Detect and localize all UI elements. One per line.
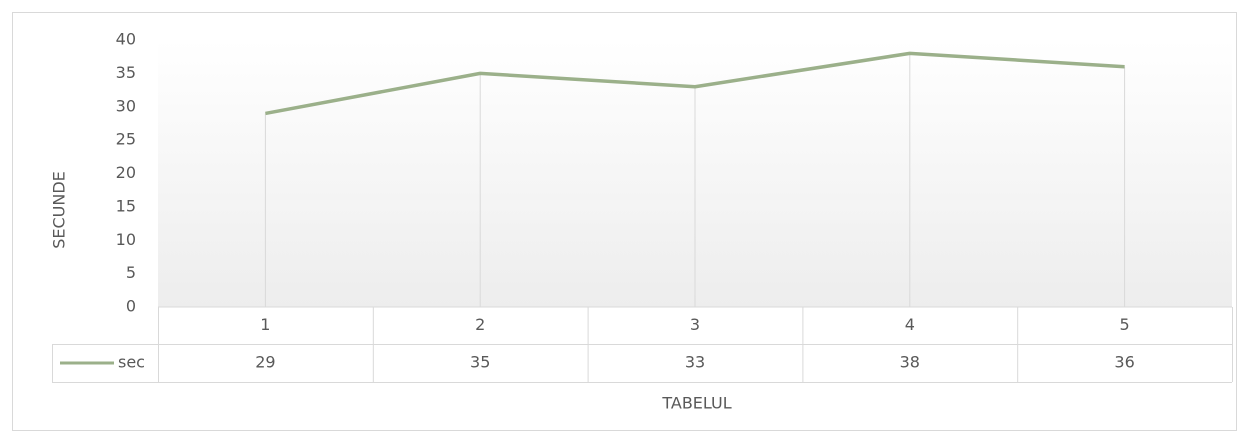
x-tick-label: 5 [1120,315,1130,334]
table-value: 35 [470,353,490,372]
x-tick-label: 2 [475,315,485,334]
y-tick-label: 0 [126,297,136,316]
y-tick-label: 5 [126,263,136,282]
series-line [265,51,1125,116]
legend-label: sec [118,353,145,372]
y-axis-title: SECUNDE [50,171,69,249]
y-tick-label: 15 [116,196,136,215]
y-tick-label: 20 [116,163,136,182]
x-tick-label: 1 [260,315,270,334]
y-tick-label: 25 [116,130,136,149]
x-axis-title: TABELUL [661,394,731,413]
table-value: 29 [255,353,275,372]
table-value: 33 [685,353,705,372]
table-value: 38 [900,353,920,372]
x-tick-label: 3 [690,315,700,334]
y-tick-label: 40 [116,30,136,49]
y-tick-label: 10 [116,230,136,249]
x-tick-label: 4 [905,315,915,334]
y-tick-label: 30 [116,96,136,115]
y-tick-label: 35 [116,63,136,82]
table-value: 36 [1114,353,1134,372]
